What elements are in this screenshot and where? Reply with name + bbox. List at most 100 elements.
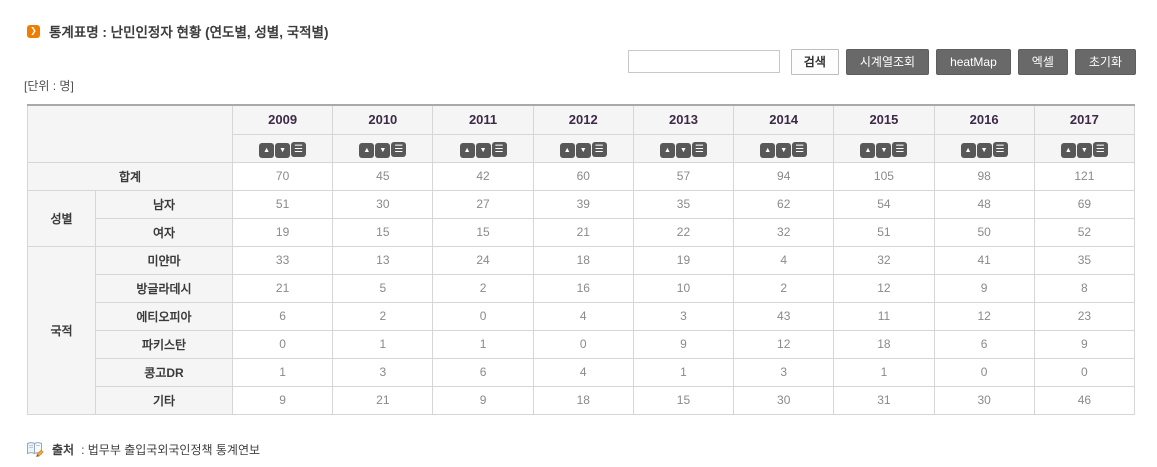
sort-asc-icon[interactable]: ▲ — [259, 142, 275, 158]
sort-desc-icon[interactable]: ▼ — [575, 142, 591, 158]
data-cell: 30 — [332, 189, 434, 219]
source-label: 출처 — [52, 443, 75, 457]
data-cell: 3 — [632, 301, 735, 331]
row-label: 에티오피아 — [95, 301, 233, 331]
column-controls: ▲ ▼ ☰ — [733, 133, 835, 163]
data-cell: 51 — [231, 189, 334, 219]
row-label: 기타 — [95, 385, 233, 415]
sort-desc-icon[interactable]: ▼ — [675, 142, 691, 158]
data-cell: 43 — [733, 301, 835, 331]
data-cell: 4 — [733, 245, 835, 275]
data-cell: 6 — [933, 329, 1035, 359]
data-cell: 15 — [332, 217, 434, 247]
table-row-female: 여자 19 15 15 21 22 32 51 50 52 — [28, 217, 1136, 247]
sort-desc-icon[interactable]: ▼ — [475, 142, 491, 158]
column-controls: ▲ ▼ ☰ — [231, 133, 334, 163]
page-header: ❯ 통계표명 : 난민인정자 현황 (연도별, 성별, 국적별) — [27, 21, 328, 41]
data-cell: 22 — [632, 217, 735, 247]
column-menu-icon[interactable]: ☰ — [491, 142, 507, 157]
data-cell: 105 — [833, 161, 935, 191]
data-cell: 32 — [733, 217, 835, 247]
sort-asc-icon[interactable]: ▲ — [659, 142, 675, 158]
sort-desc-icon[interactable]: ▼ — [1076, 142, 1092, 158]
column-menu-icon[interactable]: ☰ — [992, 142, 1008, 157]
data-cell: 1 — [432, 329, 534, 359]
year-header: 2016 — [933, 104, 1035, 135]
sort-asc-icon[interactable]: ▲ — [459, 142, 475, 158]
column-controls-row: ▲ ▼ ☰ ▲ ▼ ☰ ▲ ▼ ☰ ▲ ▼ ☰ ▲ ▼ ☰ ▲ ▼ ☰ ▲ ▼ ☰ ▲ ▼ ☰ ▲ ▼ ☰ — [28, 133, 1136, 163]
data-cell: 10 — [632, 273, 735, 303]
data-cell: 62 — [733, 189, 835, 219]
data-cell: 9 — [432, 385, 534, 415]
data-cell: 5 — [332, 273, 434, 303]
sort-desc-icon[interactable]: ▼ — [776, 142, 792, 158]
data-cell: 9 — [933, 273, 1035, 303]
column-controls: ▲ ▼ ☰ — [933, 133, 1035, 163]
column-menu-icon[interactable]: ☰ — [792, 142, 808, 157]
data-cell: 121 — [1033, 161, 1136, 191]
data-cell: 27 — [432, 189, 534, 219]
column-controls: ▲ ▼ ☰ — [532, 133, 634, 163]
corner-cell — [27, 104, 233, 163]
data-cell: 15 — [632, 385, 735, 415]
toolbar: 검색 시계열조회 heatMap 엑셀 초기화 — [627, 48, 1136, 75]
excel-button[interactable]: 엑셀 — [1017, 48, 1068, 75]
column-controls: ▲ ▼ ☰ — [833, 133, 935, 163]
year-header-row: 2009 2010 2011 2012 2013 2014 2015 2016 … — [27, 104, 1136, 163]
data-cell: 18 — [532, 385, 634, 415]
data-cell: 18 — [833, 329, 935, 359]
data-cell: 0 — [933, 357, 1035, 387]
data-cell: 45 — [332, 161, 434, 191]
table-row-ethiopia: 에티오피아 6 2 0 4 3 43 11 12 23 — [28, 301, 1136, 331]
sort-desc-icon[interactable]: ▼ — [275, 142, 291, 158]
sort-asc-icon[interactable]: ▲ — [559, 142, 575, 158]
data-cell: 13 — [332, 245, 434, 275]
data-cell: 33 — [231, 245, 334, 275]
sort-asc-icon[interactable]: ▲ — [359, 142, 375, 158]
data-cell: 12 — [933, 301, 1035, 331]
page-title: 통계표명 : 난민인정자 현황 (연도별, 성별, 국적별) — [49, 25, 329, 40]
column-menu-icon[interactable]: ☰ — [591, 142, 607, 157]
sort-asc-icon[interactable]: ▲ — [1060, 142, 1076, 158]
data-cell: 0 — [231, 329, 334, 359]
column-menu-icon[interactable]: ☰ — [691, 142, 707, 157]
data-cell: 9 — [632, 329, 735, 359]
data-cell: 0 — [432, 301, 534, 331]
sort-asc-icon[interactable]: ▲ — [860, 142, 876, 158]
table-row-myanmar: 국적 미얀마 33 13 24 18 19 4 32 41 35 — [27, 245, 1136, 415]
search-input[interactable] — [627, 50, 780, 73]
data-cell: 9 — [1033, 329, 1136, 359]
sort-asc-icon[interactable]: ▲ — [760, 142, 776, 158]
column-menu-icon[interactable]: ☰ — [892, 142, 908, 157]
data-cell: 11 — [833, 301, 935, 331]
heatmap-button[interactable]: heatMap — [936, 48, 1011, 75]
year-header: 2010 — [332, 104, 434, 135]
reset-button[interactable]: 초기화 — [1074, 48, 1136, 75]
title-bullet-icon: ❯ — [27, 24, 40, 38]
data-cell: 0 — [532, 329, 634, 359]
sort-asc-icon[interactable]: ▲ — [960, 142, 976, 158]
group-label-gender: 성별 — [27, 189, 96, 247]
sort-desc-icon[interactable]: ▼ — [375, 142, 391, 158]
column-menu-icon[interactable]: ☰ — [291, 142, 307, 157]
search-button[interactable]: 검색 — [790, 48, 839, 75]
column-controls: ▲ ▼ ☰ — [432, 133, 534, 163]
column-menu-icon[interactable]: ☰ — [1092, 142, 1108, 157]
data-cell: 98 — [933, 161, 1035, 191]
table-row-total: 합계 70 45 42 60 57 94 105 98 121 — [27, 161, 1136, 191]
sort-desc-icon[interactable]: ▼ — [976, 142, 992, 158]
data-cell: 52 — [1033, 217, 1136, 247]
data-cell: 4 — [532, 301, 634, 331]
data-cell: 16 — [532, 273, 634, 303]
year-header: 2013 — [632, 104, 735, 135]
data-cell: 51 — [833, 217, 935, 247]
data-cell: 3 — [332, 357, 434, 387]
table-row-pakistan: 파키스탄 0 1 1 0 9 12 18 6 9 — [28, 329, 1136, 359]
year-header: 2009 — [231, 104, 334, 135]
sort-desc-icon[interactable]: ▼ — [876, 142, 892, 158]
table-row-etc: 기타 9 21 9 18 15 30 31 30 46 — [28, 385, 1136, 415]
column-menu-icon[interactable]: ☰ — [391, 142, 407, 157]
data-cell: 18 — [532, 245, 634, 275]
timeseries-button[interactable]: 시계열조회 — [845, 48, 930, 75]
table-row-male: 성별 남자 51 30 27 39 35 62 54 48 69 — [27, 189, 1136, 247]
